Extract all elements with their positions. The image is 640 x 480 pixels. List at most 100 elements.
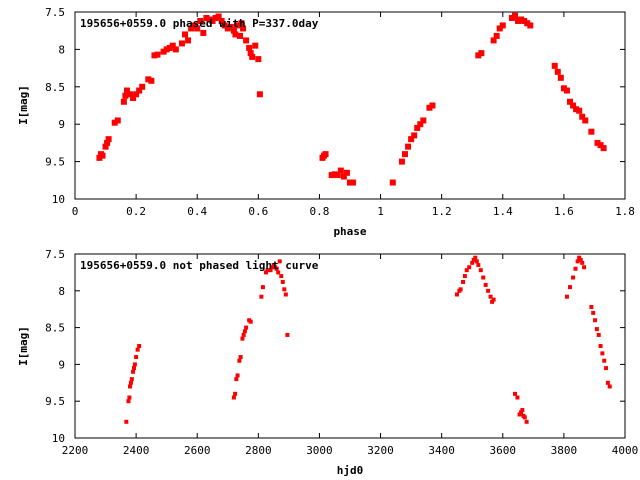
data-point — [461, 279, 466, 284]
data-point — [185, 37, 192, 44]
data-point — [575, 259, 580, 264]
unphased-light-curve-panel: 2200 2400 2600 2800 3000 3200 3400 3600 3800 4000… — [17, 248, 638, 477]
data-point — [246, 44, 253, 51]
chart-title: 195656+0559.0 not phased light curve — [80, 259, 319, 272]
data-point — [350, 179, 357, 186]
data-point — [127, 91, 133, 98]
data-point — [123, 87, 130, 94]
data-point — [270, 265, 275, 270]
data-point — [154, 51, 161, 58]
data-point — [478, 50, 485, 57]
data-point — [520, 408, 525, 413]
data-point — [524, 20, 531, 27]
data-point — [238, 355, 243, 360]
data-point — [467, 265, 472, 270]
data-point — [209, 17, 216, 24]
x-tick-label: 0.8 — [310, 205, 330, 218]
data-point — [426, 104, 433, 111]
data-point — [414, 124, 421, 131]
data-point — [145, 76, 152, 83]
data-point — [582, 265, 587, 270]
data-point — [136, 87, 143, 94]
data-point — [285, 332, 290, 337]
data-point — [513, 391, 517, 396]
y-tick-label: 10 — [52, 432, 65, 445]
data-point — [203, 14, 210, 21]
data-point — [240, 336, 245, 341]
y-tick-label: 8.5 — [45, 322, 65, 335]
data-point — [517, 412, 522, 417]
data-point — [120, 98, 127, 105]
y-axis-label: I[mag] — [17, 326, 30, 366]
data-point — [178, 40, 185, 47]
data-point — [343, 169, 350, 176]
data-point — [402, 151, 408, 158]
phased-light-curve-panel: 0 0.2 0.4 0.6 0.8 1 1.2 1.4 1.6 1.8 7.5 8 8.5 9 9.5 10… — [17, 6, 635, 238]
data-point — [588, 128, 595, 135]
data-point — [129, 377, 134, 382]
data-point — [607, 384, 612, 389]
data-point — [128, 384, 132, 389]
x-tick-labels: 0 0.2 0.4 0.6 0.8 1 1.2 1.4 1.6 1.8 — [72, 205, 635, 218]
y-tick-label: 9 — [58, 118, 65, 131]
data-point — [135, 347, 140, 352]
data-point — [224, 25, 231, 32]
data-point — [279, 274, 284, 279]
data-point — [408, 136, 415, 143]
data-point — [242, 329, 247, 334]
data-point — [570, 102, 577, 109]
x-tick-label: 1.4 — [493, 205, 513, 218]
data-point — [478, 268, 483, 273]
data-point — [473, 255, 478, 260]
data-point — [519, 410, 524, 415]
data-point — [232, 31, 239, 38]
data-point — [493, 32, 500, 39]
data-point — [105, 136, 112, 143]
data-point — [577, 255, 582, 260]
y-tick-label: 10 — [52, 193, 65, 206]
data-point — [597, 142, 604, 149]
data-point — [602, 358, 607, 363]
data-point — [247, 50, 254, 57]
plot-frame — [74, 253, 626, 439]
data-point — [598, 344, 603, 348]
data-point — [212, 14, 219, 21]
data-point — [124, 419, 129, 424]
data-point — [328, 172, 335, 179]
x-tick-label: 1.2 — [432, 205, 452, 218]
data-point — [243, 37, 250, 44]
y-tick-label: 9.5 — [45, 395, 65, 408]
data-point — [580, 260, 585, 265]
data-point — [589, 304, 594, 309]
data-point — [233, 22, 240, 29]
x-tick-label: 0.2 — [126, 205, 146, 218]
data-point — [277, 259, 282, 264]
x-tick-label: 1.8 — [615, 205, 635, 218]
data-point — [102, 143, 109, 150]
data-point — [458, 287, 463, 292]
data-point — [133, 91, 140, 98]
x-tick-label: 3000 — [306, 444, 333, 457]
data-point — [573, 106, 580, 113]
data-point — [568, 285, 572, 290]
data-point — [515, 395, 520, 400]
x-tick-labels: 2200 2400 2600 2800 3000 3200 3400 3600 3800 4000 — [62, 444, 639, 457]
data-point — [331, 171, 338, 178]
data-point — [282, 287, 287, 292]
y-tick-label: 9.5 — [45, 156, 65, 169]
data-point — [462, 274, 467, 279]
x-tick-label: 2400 — [123, 444, 150, 457]
data-point — [271, 263, 276, 268]
data-point — [148, 77, 155, 84]
x-axis-label: hjd0 — [337, 464, 364, 477]
data-point — [260, 285, 265, 290]
data-point — [163, 46, 170, 53]
data-point — [411, 132, 418, 139]
data-point — [268, 268, 273, 273]
data-point — [593, 318, 598, 323]
data-point — [130, 95, 137, 102]
data-point — [128, 380, 133, 385]
data-point — [522, 415, 527, 420]
x-tick-label: 0 — [72, 205, 79, 218]
data-point — [405, 143, 412, 150]
